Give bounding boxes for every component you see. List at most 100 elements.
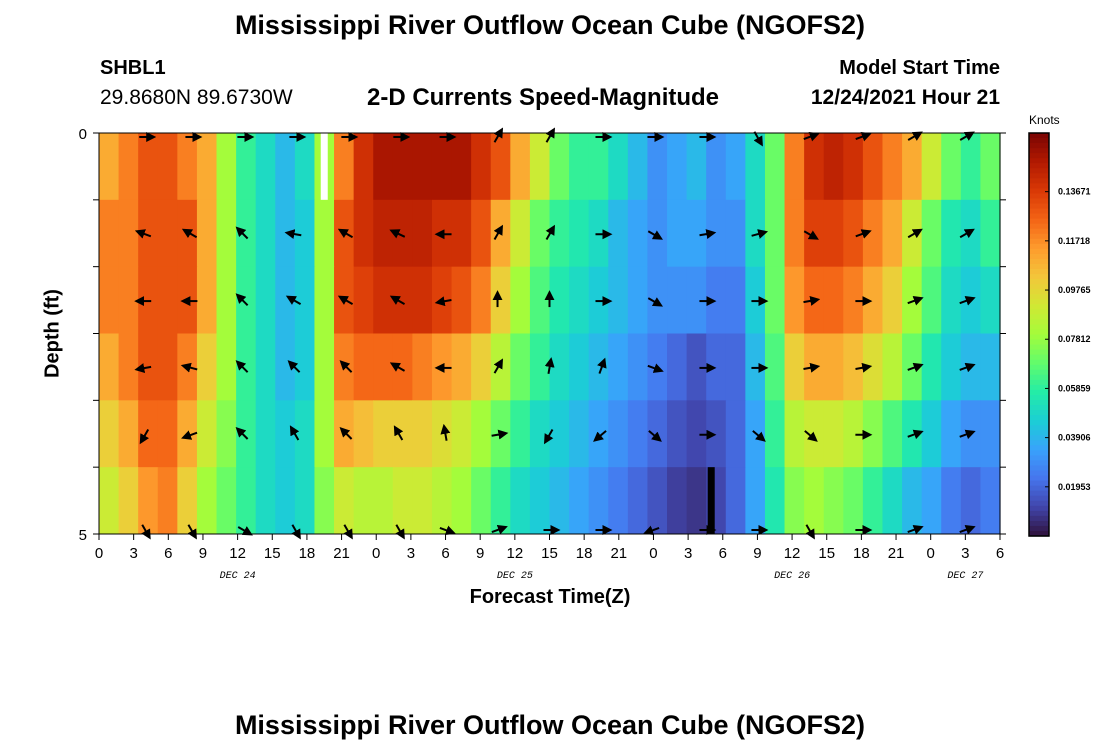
station-coords: 29.8680N 89.6730W — [100, 86, 293, 109]
heatmap-cell — [118, 199, 139, 268]
x-day-label: DEC 27 — [947, 571, 983, 582]
heatmap-cell — [882, 333, 903, 401]
heatmap-cell — [157, 400, 178, 468]
current-arrow — [803, 362, 821, 373]
colorbar-swatch — [1029, 425, 1049, 431]
heatmap-cell — [196, 333, 218, 401]
heatmap-cell — [921, 333, 942, 401]
heatmap-cell — [745, 133, 766, 201]
current-arrow — [855, 362, 873, 373]
colorbar-swatch — [1029, 309, 1049, 315]
colorbar-swatch — [1029, 193, 1049, 200]
heatmap-cell — [667, 333, 688, 401]
heatmap-cell — [549, 333, 570, 401]
heatmap-cell — [725, 133, 746, 201]
colorbar-swatch — [1029, 233, 1049, 240]
heatmap-cell — [353, 199, 374, 268]
heatmap-cell — [236, 266, 257, 334]
x-tick-label: 0 — [649, 545, 657, 562]
heatmap-cell — [980, 333, 1001, 401]
heatmap-cell — [843, 400, 864, 468]
heatmap-cell — [99, 266, 120, 334]
colorbar-swatch — [1029, 253, 1049, 260]
colorbar-swatch — [1029, 178, 1049, 184]
missing-data-column — [707, 467, 715, 534]
heatmap-cell — [294, 133, 316, 201]
colorbar-swatch — [1029, 445, 1049, 451]
current-arrow — [339, 426, 353, 440]
colorbar-swatch — [1029, 359, 1049, 366]
heatmap-cell — [960, 333, 982, 401]
colorbar-swatch — [1029, 490, 1049, 497]
colorbar-swatch — [1029, 415, 1049, 421]
heatmap-cell — [588, 133, 609, 201]
x-tick-label: 6 — [164, 545, 172, 562]
heatmap-cell — [99, 133, 120, 201]
heatmap-cell — [529, 266, 551, 334]
colorbar-swatch — [1029, 334, 1049, 341]
heatmap-cell — [373, 400, 394, 468]
x-tick-label: 0 — [95, 545, 103, 562]
heatmap-cell — [549, 199, 570, 268]
heatmap-cell — [725, 266, 746, 334]
heatmap-cell — [764, 467, 786, 535]
colorbar-swatch — [1029, 319, 1049, 326]
current-arrow — [439, 525, 456, 536]
x-tick-label: 15 — [818, 545, 835, 562]
heatmap-cell — [843, 333, 864, 401]
colorbar-swatch — [1029, 304, 1049, 310]
heatmap-cell — [294, 199, 316, 268]
colorbar-swatch — [1029, 399, 1049, 406]
heatmap-cell — [216, 400, 237, 468]
colorbar-swatch — [1029, 500, 1049, 507]
colorbar-swatch — [1029, 460, 1049, 467]
heatmap-cell — [686, 133, 707, 201]
heatmap-cell — [529, 199, 551, 268]
heatmap-cell — [392, 133, 413, 201]
x-tick-label: 21 — [610, 545, 627, 562]
colorbar-swatch — [1029, 274, 1049, 280]
colorbar-swatch — [1029, 430, 1049, 436]
heatmap-cell — [608, 266, 629, 334]
heatmap-cell — [334, 333, 355, 401]
colorbar-swatch — [1029, 384, 1049, 391]
heatmap-cell — [627, 199, 649, 268]
heatmap-cell — [902, 133, 923, 201]
heatmap-cell — [118, 467, 139, 535]
heatmap-cell — [529, 467, 551, 535]
colorbar-swatch — [1029, 269, 1049, 275]
heatmap-cell — [706, 199, 727, 268]
heatmap-cell — [921, 467, 942, 535]
current-arrow — [907, 131, 923, 141]
heatmap-cell — [99, 333, 120, 401]
heatmap-cell — [294, 333, 316, 401]
heatmap-cell — [608, 333, 629, 401]
heatmap-cell — [294, 266, 316, 334]
colorbar-swatch — [1029, 485, 1049, 492]
current-arrow — [491, 524, 508, 535]
heatmap-cell — [353, 266, 374, 334]
heatmap-cell — [99, 467, 120, 535]
heatmap-cell — [588, 400, 609, 468]
heatmap-cell — [157, 467, 178, 535]
heatmap-cell — [569, 333, 590, 401]
current-arrow — [907, 228, 923, 239]
heatmap-cell — [569, 133, 590, 201]
heatmap-cell — [921, 266, 942, 334]
colorbar-swatch — [1029, 344, 1049, 351]
heatmap-cell — [627, 266, 649, 334]
heatmap-cell — [941, 333, 962, 401]
current-arrow — [337, 295, 354, 305]
current-arrow — [393, 425, 404, 441]
heatmap-cell — [608, 133, 629, 201]
colorbar-title: Knots — [1029, 113, 1060, 127]
heatmap-cell — [647, 467, 668, 535]
x-tick-label: 18 — [299, 545, 316, 562]
current-arrow — [337, 228, 354, 239]
x-tick-label: 0 — [927, 545, 935, 562]
footer-title: Mississippi River Outflow Ocean Cube (NG… — [234, 710, 866, 740]
heatmap-cell — [471, 133, 492, 201]
heatmap-cell — [412, 133, 433, 201]
heatmap-cell — [902, 467, 923, 535]
colorbar-swatch — [1029, 213, 1049, 220]
